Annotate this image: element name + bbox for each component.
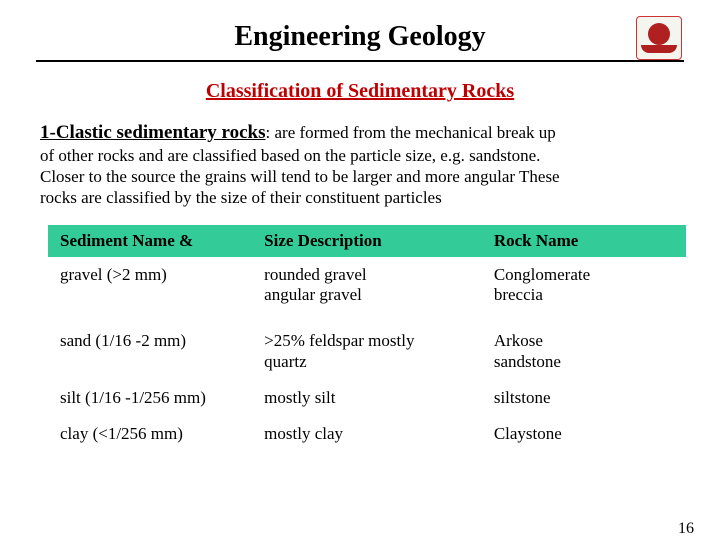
table-row: gravel (>2 mm) rounded gravel angular gr… — [48, 257, 686, 314]
classification-table: Sediment Name & Size Description Rock Na… — [48, 225, 686, 453]
cell-sediment: clay (<1/256 mm) — [48, 416, 252, 452]
cell-line: Arkose — [494, 331, 543, 350]
cell-rock: Arkose sandstone — [482, 313, 686, 380]
page-title: Engineering Geology — [234, 21, 485, 53]
cell-line: rounded gravel — [264, 265, 366, 284]
col-header-rock: Rock Name — [482, 225, 686, 257]
cell-sediment: gravel (>2 mm) — [48, 257, 252, 314]
cell-line: >25% feldspar mostly — [264, 331, 414, 350]
cell-line: Conglomerate — [494, 265, 590, 284]
cell-sediment: silt (1/16 -1/256 mm) — [48, 380, 252, 416]
body-section: 1-Clastic sedimentary rocks: are formed … — [40, 121, 680, 209]
body-paragraph: 1-Clastic sedimentary rocks: are formed … — [40, 121, 560, 209]
cell-size: mostly clay — [252, 416, 482, 452]
cell-rock: Conglomerate breccia — [482, 257, 686, 314]
col-header-sediment: Sediment Name & — [48, 225, 252, 257]
cell-line: angular gravel — [264, 285, 362, 304]
cell-size: mostly silt — [252, 380, 482, 416]
page-number: 16 — [678, 520, 694, 538]
cell-line: breccia — [494, 285, 543, 304]
cell-line: quartz — [264, 352, 306, 371]
table-header-row: Sediment Name & Size Description Rock Na… — [48, 225, 686, 257]
title-bar: Engineering Geology — [36, 14, 684, 62]
cell-rock: siltstone — [482, 380, 686, 416]
cell-size: >25% feldspar mostly quartz — [252, 313, 482, 380]
cell-sediment: sand (1/16 -2 mm) — [48, 313, 252, 380]
cell-rock: Claystone — [482, 416, 686, 452]
table-row: sand (1/16 -2 mm) >25% feldspar mostly q… — [48, 313, 686, 380]
col-header-size: Size Description — [252, 225, 482, 257]
table-row: clay (<1/256 mm) mostly clay Claystone — [48, 416, 686, 452]
table-row: silt (1/16 -1/256 mm) mostly silt siltst… — [48, 380, 686, 416]
lead-term: 1-Clastic sedimentary rocks — [40, 122, 266, 143]
institution-logo — [636, 16, 682, 60]
subtitle: Classification of Sedimentary Rocks — [0, 80, 720, 103]
cell-line: sandstone — [494, 352, 561, 371]
cell-size: rounded gravel angular gravel — [252, 257, 482, 314]
